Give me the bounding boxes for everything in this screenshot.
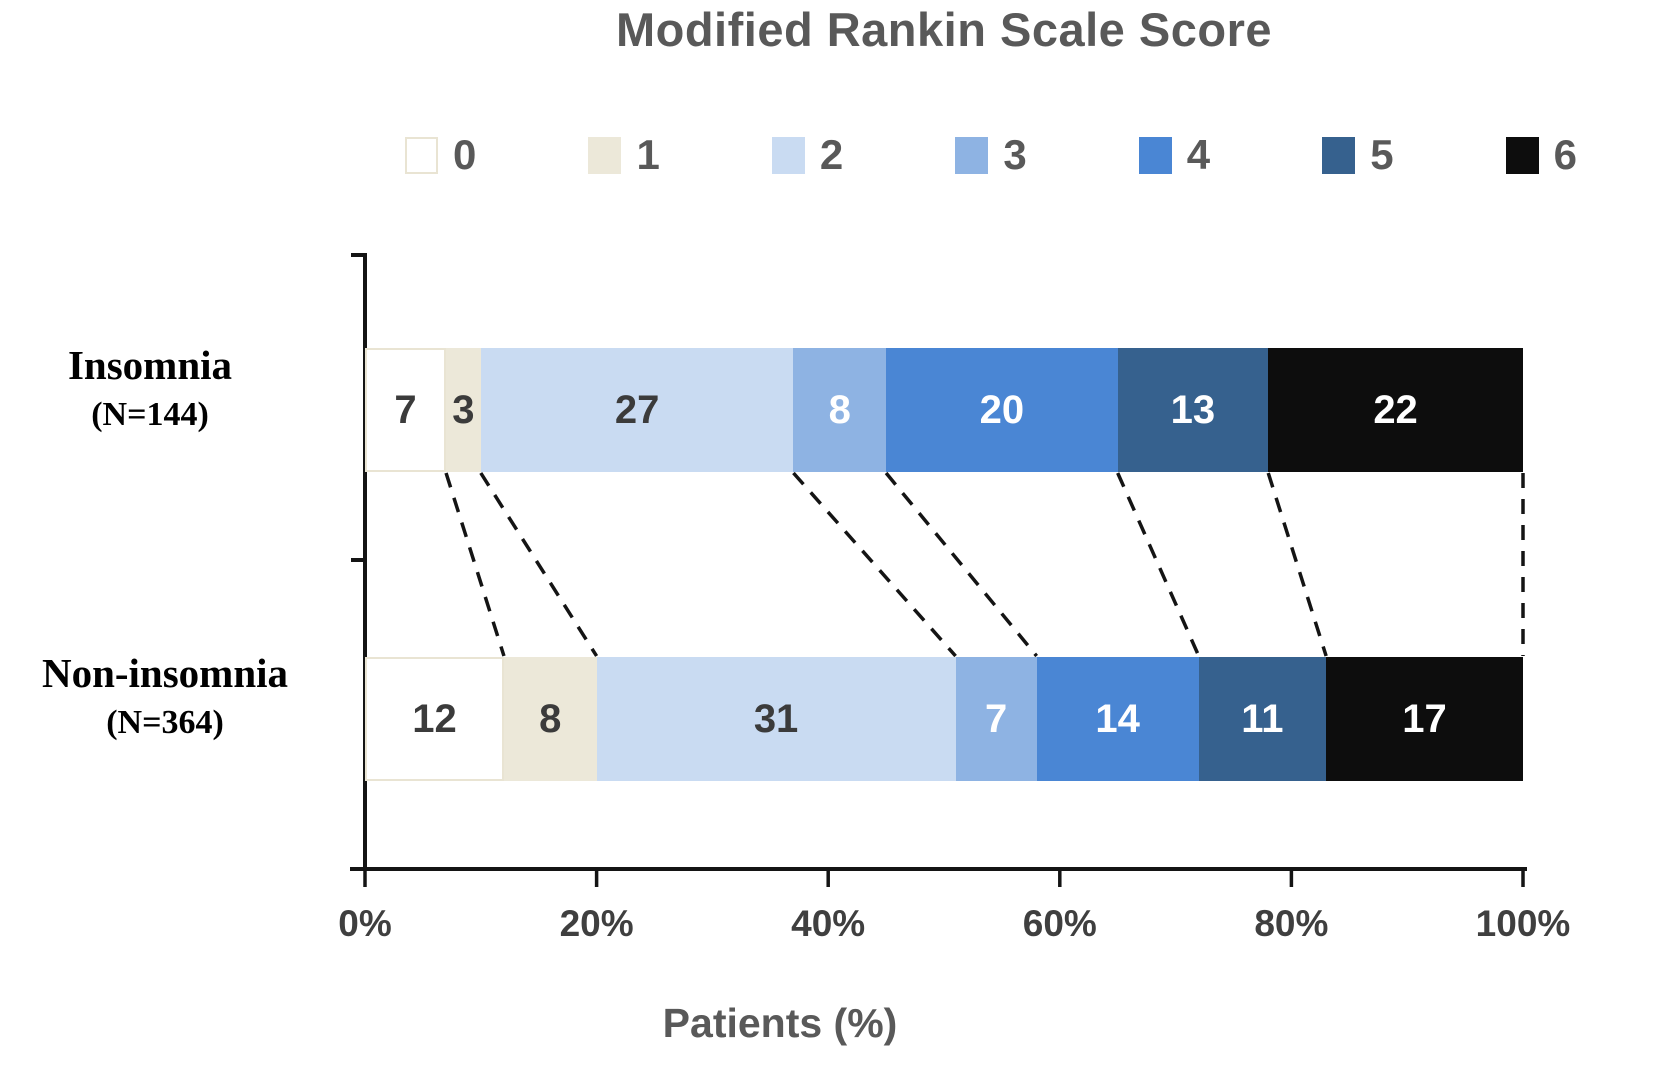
x-axis-tick-label: 40% — [791, 903, 866, 944]
x-axis-tick-label: 20% — [559, 903, 634, 944]
legend-swatch-icon — [1322, 136, 1356, 174]
bar-segment-mrs-0: 7 — [365, 348, 447, 472]
legend-item-mrs-0: 0 — [405, 134, 476, 176]
legend-item-mrs-2: 2 — [771, 131, 844, 178]
stacked-bar-non-insomnia: 12 8 31 7 14 11 17 — [365, 657, 1523, 781]
segment-value-label: 8 — [539, 696, 562, 741]
category-name: Non-insomnia — [41, 650, 289, 696]
legend-label: 3 — [1003, 131, 1027, 178]
legend-item-mrs-1: 1 — [588, 131, 660, 178]
bar-segment-mrs-5: 11 — [1198, 657, 1327, 781]
connector-dashed-line — [1116, 472, 1201, 657]
segment-value-label: 3 — [452, 387, 475, 432]
legend: 0 1 2 3 4 5 6 — [405, 130, 1577, 180]
legend-swatch-icon — [1505, 136, 1539, 174]
bar-segment-mrs-4: 20 — [886, 348, 1118, 472]
legend-label: 5 — [1370, 131, 1394, 178]
segment-value-label: 20 — [979, 387, 1025, 432]
bar-segment-mrs-6: 22 — [1268, 348, 1523, 472]
x-axis-tick-label: 60% — [1022, 903, 1097, 944]
bar-segment-mrs-2: 31 — [596, 657, 956, 781]
bar-segment-mrs-1: 8 — [503, 657, 597, 781]
category-label-non-insomnia: Non-insomnia (N=364) — [0, 650, 330, 748]
segment-value-label: 17 — [1402, 696, 1447, 741]
bar-segment-mrs-0: 12 — [365, 657, 504, 781]
legend-label: 2 — [819, 131, 844, 178]
connector-dashed-line — [479, 472, 599, 657]
category-label-insomnia: Insomnia (N=144) — [0, 342, 300, 440]
connector-dashed-line — [444, 472, 506, 657]
connector-dashed-line — [792, 471, 957, 658]
segment-value-label: 31 — [753, 696, 799, 741]
chart-title: Modified Rankin Scale Score — [615, 3, 1272, 56]
connector-dashed-line — [884, 471, 1038, 658]
bar-segment-mrs-3: 7 — [955, 657, 1037, 781]
legend-item-mrs-5: 5 — [1322, 131, 1394, 178]
category-name: Insomnia — [67, 342, 233, 388]
legend-swatch-icon — [771, 136, 805, 174]
legend-swatch-icon — [588, 136, 622, 174]
bar-segment-mrs-6: 17 — [1326, 657, 1523, 781]
x-axis-tick-label: 0% — [338, 903, 392, 944]
segment-value-label: 12 — [412, 696, 457, 741]
legend-label: 4 — [1186, 131, 1211, 178]
bar-segment-mrs-4: 14 — [1036, 657, 1199, 781]
stacked-bar-insomnia: 7 3 27 8 20 13 22 — [365, 348, 1523, 472]
x-axis-tick-label: 80% — [1254, 903, 1329, 944]
legend-item-mrs-3: 3 — [955, 131, 1027, 178]
legend-item-mrs-4: 4 — [1138, 131, 1211, 178]
legend-label: 1 — [636, 131, 660, 178]
segment-value-label: 7 — [394, 387, 417, 432]
legend-label: 6 — [1553, 131, 1577, 178]
segment-value-label: 7 — [984, 696, 1008, 741]
segment-value-label: 14 — [1095, 696, 1140, 741]
bar-segment-mrs-3: 8 — [793, 348, 887, 472]
segment-value-label: 22 — [1373, 387, 1418, 432]
segment-value-label: 13 — [1170, 387, 1216, 432]
bar-segment-mrs-2: 27 — [480, 348, 794, 472]
x-axis-title: Patients (%) — [662, 1000, 898, 1046]
legend-label: 0 — [453, 131, 477, 178]
bar-segment-mrs-1: 3 — [446, 348, 481, 472]
x-axis-tick-label: 100% — [1475, 903, 1571, 944]
connector-dashed-line — [1266, 472, 1328, 657]
segment-value-label: 11 — [1241, 696, 1284, 741]
bar-segment-mrs-5: 13 — [1117, 348, 1269, 472]
segment-value-label: 8 — [828, 387, 851, 432]
legend-swatch-icon — [955, 136, 989, 174]
segment-value-label: 27 — [614, 387, 660, 432]
legend-swatch-icon — [405, 136, 438, 174]
category-n-count: (N=364) — [106, 704, 224, 742]
legend-swatch-icon — [1138, 136, 1172, 174]
legend-item-mrs-6: 6 — [1505, 131, 1577, 178]
category-n-count: (N=144) — [91, 396, 209, 434]
